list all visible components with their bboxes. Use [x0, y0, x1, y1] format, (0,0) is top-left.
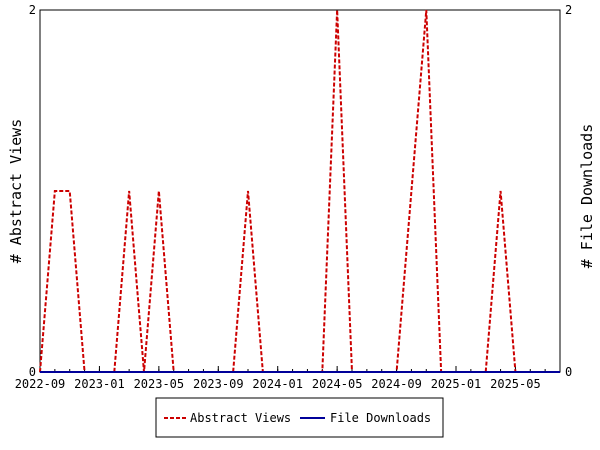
x-tick-label: 2023-05 — [134, 377, 185, 391]
series-line-abstract-views — [39, 9, 560, 373]
x-tick-label: 2024-09 — [371, 377, 422, 391]
x-tick-labels: 2022-09 2023-01 2023-05 2023-09 2024-01 2024-… — [15, 366, 541, 391]
legend-box — [155, 397, 444, 438]
x-tick-label: 2022-09 — [15, 377, 66, 391]
x-tick-label: 2025-01 — [431, 377, 482, 391]
series-lines — [39, 9, 560, 373]
y-left-axis-label: # Abstract Views — [7, 119, 25, 264]
y-tick-labels: 0 2 0 2 — [29, 3, 572, 379]
legend-label-abstract-views: Abstract Views — [190, 411, 291, 425]
y-right-axis-label: # File Downloads — [578, 124, 596, 269]
legend-label-file-downloads: File Downloads — [330, 411, 431, 425]
y-left-tick-label: 0 — [29, 365, 36, 379]
legend: Abstract Views File Downloads — [155, 397, 444, 438]
x-tick-label: 2023-09 — [193, 377, 244, 391]
x-tick-label: 2024-01 — [252, 377, 303, 391]
y-left-tick-label: 2 — [29, 3, 36, 17]
x-tick-label: 2023-01 — [74, 377, 125, 391]
y-right-tick-label: 0 — [565, 365, 572, 379]
y-right-tick-label: 2 — [565, 3, 572, 17]
plot-area — [39, 9, 561, 373]
x-tick-label: 2025-05 — [490, 377, 541, 391]
x-tick-label: 2024-05 — [312, 377, 363, 391]
